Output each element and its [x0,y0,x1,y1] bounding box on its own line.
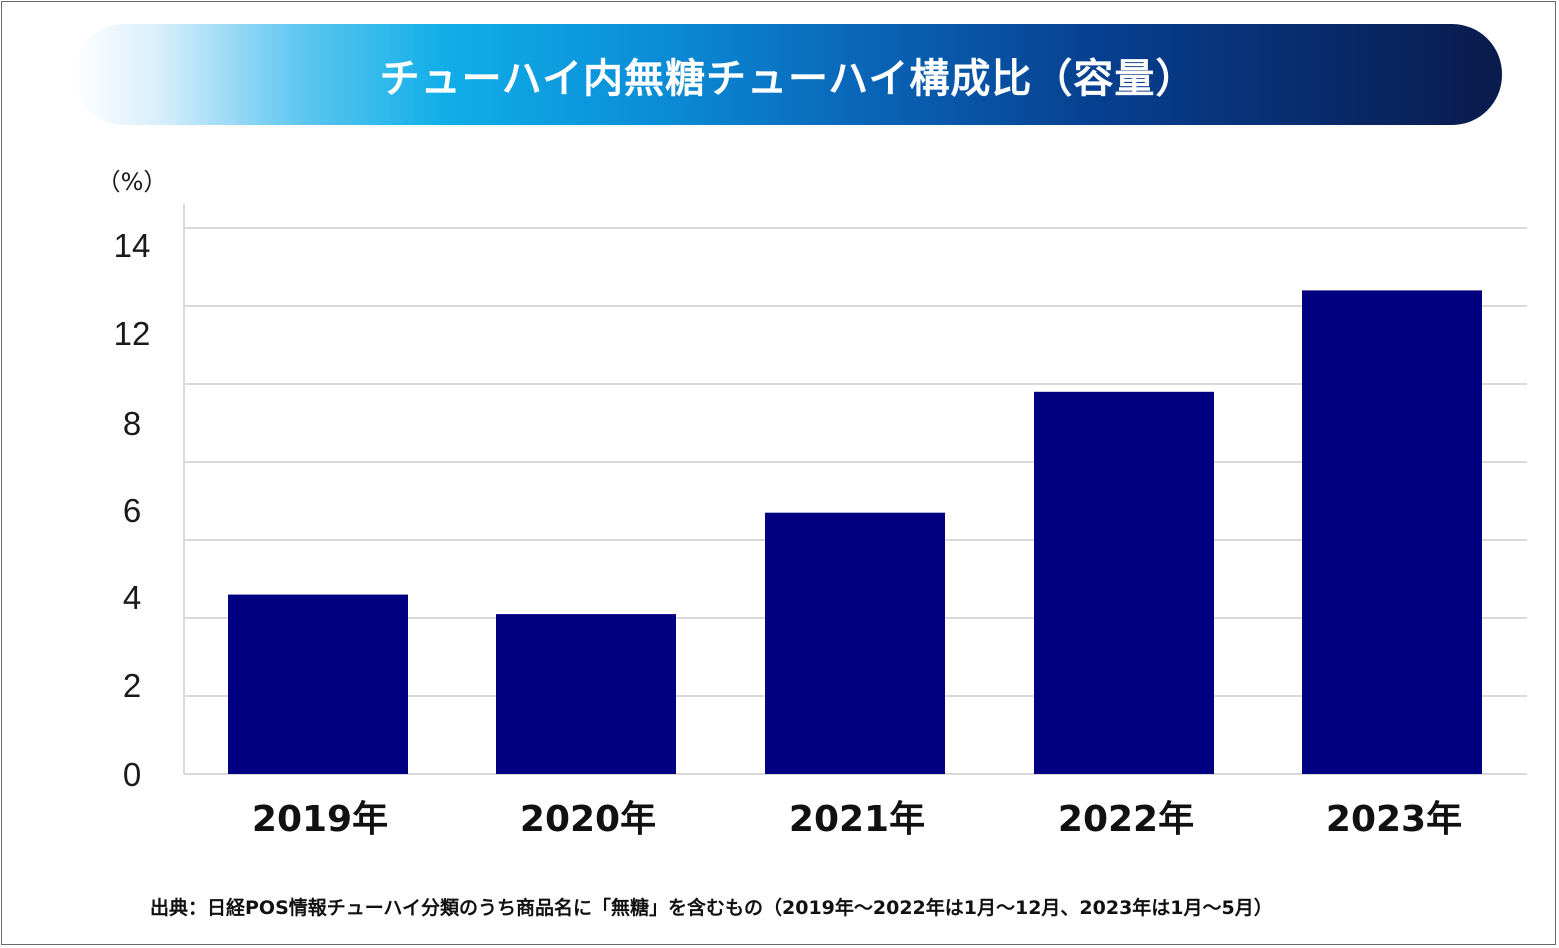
x-category-label: 2021年 [789,799,925,840]
bar [1034,391,1214,774]
y-tick-label: 0 [123,756,141,793]
y-tick-label: 14 [114,227,151,264]
bar [1302,290,1482,774]
y-tick-label: 6 [123,492,141,529]
bar [496,614,676,774]
bar [228,594,408,774]
x-category-label: 2020年 [520,799,656,840]
y-tick-label: 8 [123,405,141,442]
labels: 0 2 4 6 8 12 14 （%） 2019年 2020年 2021年 2022年 2023年 [97,168,1463,840]
bar [765,512,945,774]
x-category-label: 2019年 [252,799,388,840]
x-category-label: 2022年 [1058,799,1194,840]
x-category-label: 2023年 [1326,799,1462,840]
source-note: 出典：日経POS情報チューハイ分類のうち商品名に「無糖」を含むもの（2019年～… [150,897,1273,919]
y-tick-label: 4 [123,579,141,616]
chart-title: チューハイ内無糖チューハイ構成比（容量） [379,55,1197,102]
bars [228,290,1482,774]
y-unit-label: （%） [97,168,168,196]
y-tick-label: 12 [114,315,151,352]
y-tick-label: 2 [123,667,141,704]
title-banner: チューハイ内無糖チューハイ構成比（容量） [74,24,1502,125]
